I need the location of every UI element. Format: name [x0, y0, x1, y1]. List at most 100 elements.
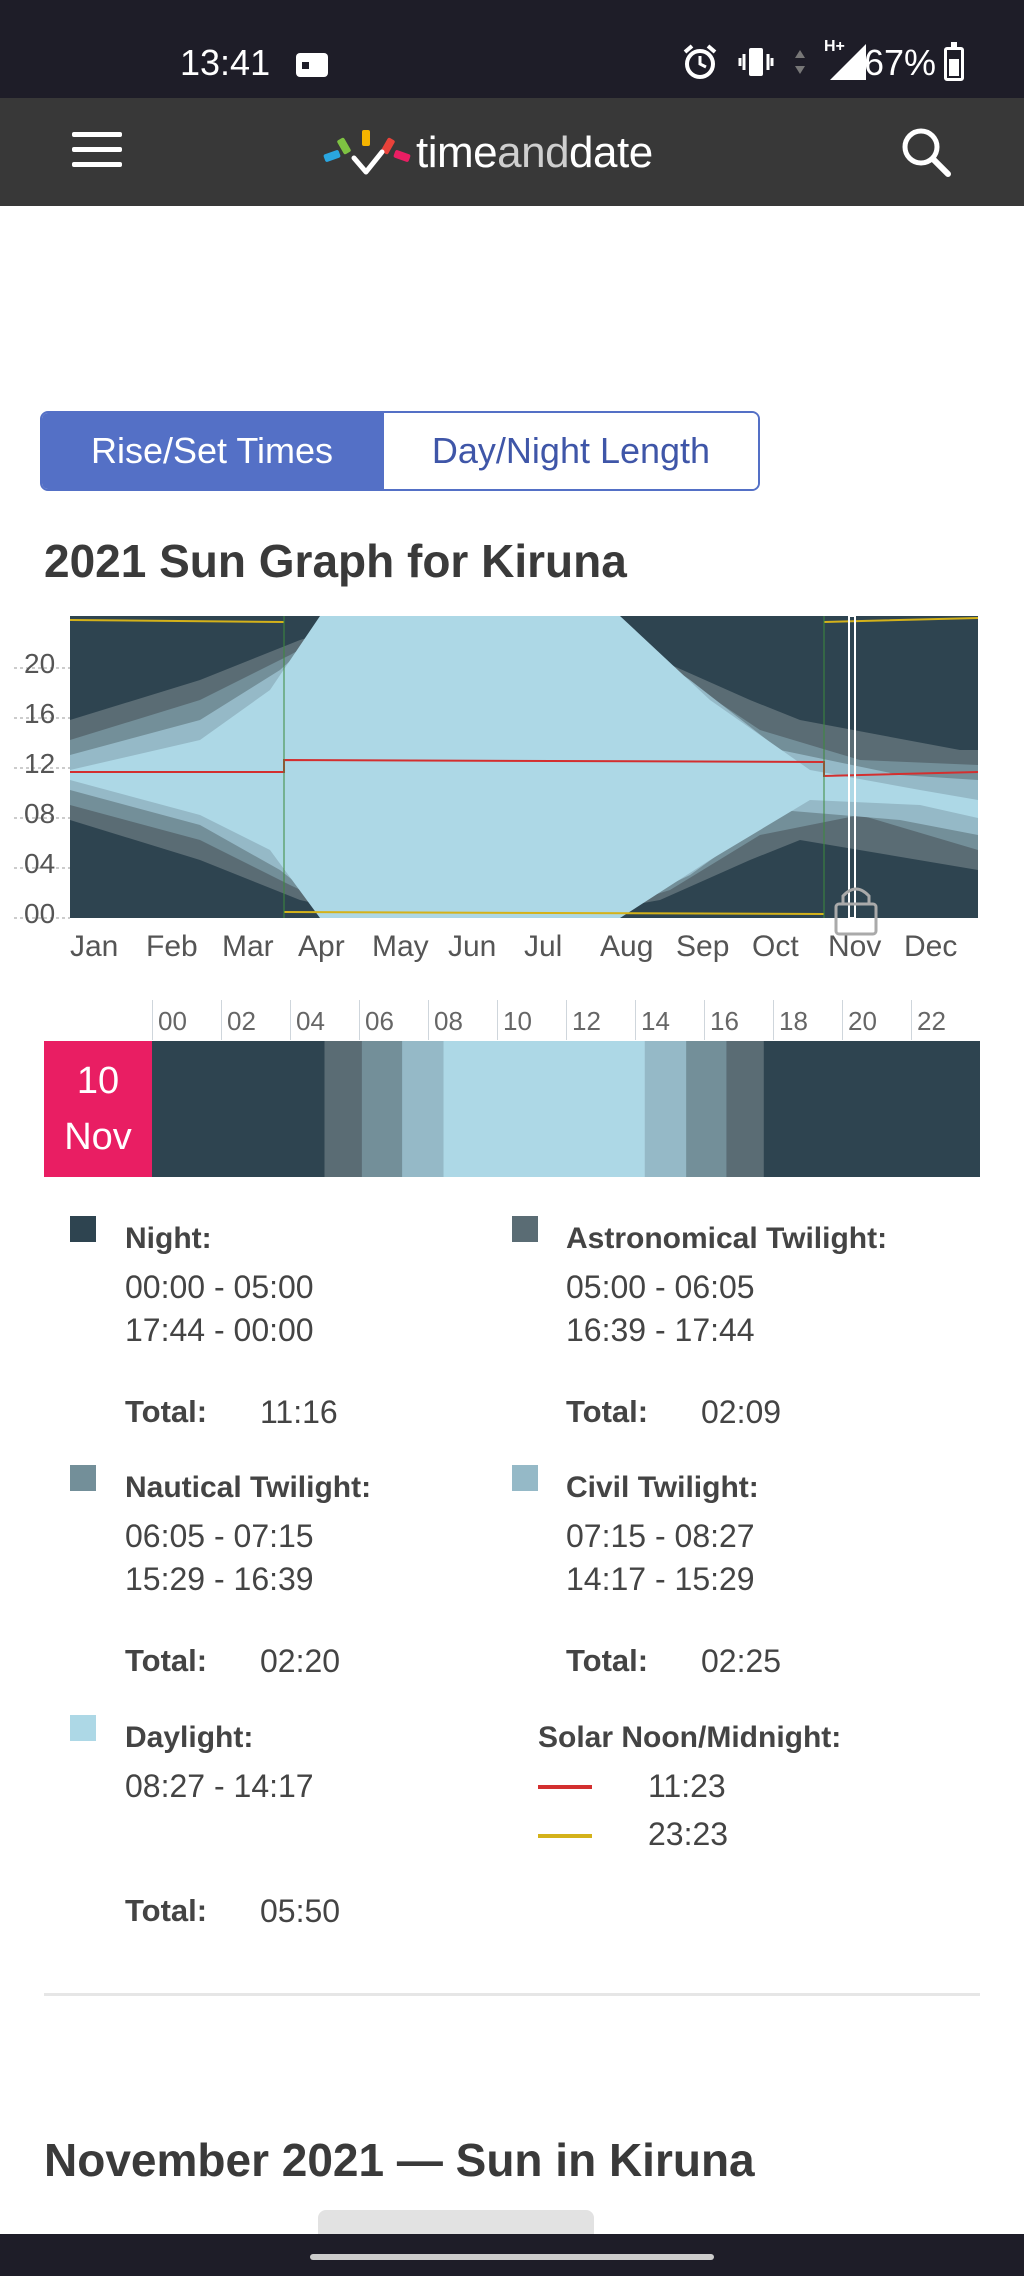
x-tick-label: Oct — [752, 930, 799, 963]
legend-range: 08:27 - 14:17 — [125, 1768, 314, 1804]
hour-label: 22 — [917, 1006, 946, 1036]
x-tick-label: Nov — [828, 930, 882, 963]
day-segment — [152, 1041, 325, 1177]
total-value: 02:09 — [701, 1394, 782, 1430]
hour-label: 02 — [227, 1006, 256, 1036]
legend-range: 06:05 - 07:15 — [125, 1518, 314, 1554]
legend-range: 05:00 - 06:05 — [566, 1269, 755, 1305]
daylight-swatch — [70, 1715, 96, 1741]
status-bar: 13:41 H+ 67% — [0, 0, 1024, 98]
legend-title: Civil Twilight: — [566, 1471, 759, 1504]
legend-range: 16:39 - 17:44 — [566, 1312, 755, 1348]
status-time: 13:41 — [180, 42, 271, 83]
hour-tick — [704, 1000, 705, 1040]
solar-midnight-time: 23:23 — [648, 1816, 729, 1852]
hour-tick — [911, 1000, 912, 1040]
y-tick-label: 12 — [24, 748, 56, 779]
brand-name: timeanddate — [416, 128, 653, 177]
app-header — [0, 98, 1024, 206]
battery-icon — [944, 42, 964, 81]
solar-noon-time: 11:23 — [648, 1768, 726, 1804]
y-tick-label: 08 — [24, 798, 56, 829]
day-segment — [402, 1041, 445, 1177]
hour-label: 00 — [158, 1006, 187, 1036]
x-tick-label: Jun — [448, 930, 497, 963]
day-segment — [726, 1041, 765, 1177]
hour-label: 10 — [503, 1006, 532, 1036]
x-tick-label: May — [372, 930, 429, 963]
legend-title: Night: — [125, 1222, 212, 1255]
x-tick-label: Feb — [146, 930, 198, 963]
nautical-swatch — [70, 1465, 96, 1491]
hour-tick — [497, 1000, 498, 1040]
y-tick-label: 16 — [24, 698, 56, 729]
brand-logo[interactable]: timeanddate — [322, 128, 653, 178]
sun-graph[interactable] — [0, 600, 1024, 940]
hour-tick — [152, 1000, 153, 1040]
day-segment — [763, 1041, 980, 1177]
legend-title: Solar Noon/Midnight: — [538, 1721, 842, 1754]
legend-range: 15:29 - 16:39 — [125, 1561, 314, 1597]
y-tick-label: 04 — [24, 848, 56, 879]
day-segment — [644, 1041, 687, 1177]
hour-tick — [566, 1000, 567, 1040]
total-label: Total: — [125, 1394, 208, 1429]
total-label: Total: — [566, 1394, 649, 1429]
solar-midnight-line — [538, 1834, 592, 1838]
hour-tick — [635, 1000, 636, 1040]
selected-date-badge[interactable]: 10 Nov — [44, 1041, 152, 1177]
hour-label: 12 — [572, 1006, 601, 1036]
x-tick-label: Aug — [600, 930, 654, 963]
graph-title: 2021 Sun Graph for Kiruna — [44, 535, 627, 587]
day-timeline[interactable] — [44, 1041, 980, 1177]
legend-title: Astronomical Twilight: — [566, 1222, 888, 1255]
x-tick-label: Sep — [676, 930, 730, 963]
hour-tick — [359, 1000, 360, 1040]
hour-tick — [290, 1000, 291, 1040]
solar-noon-line — [538, 1785, 592, 1789]
x-tick-label: Jul — [524, 930, 563, 963]
legend-title: Daylight: — [125, 1721, 254, 1754]
hour-label: 18 — [779, 1006, 808, 1036]
lock-icon[interactable] — [834, 887, 878, 936]
hour-tick — [773, 1000, 774, 1040]
total-value: 02:20 — [260, 1643, 341, 1679]
hour-label: 14 — [641, 1006, 670, 1036]
logo-sunburst-icon — [323, 130, 411, 175]
hour-label: 06 — [365, 1006, 394, 1036]
x-tick-label: Mar — [222, 930, 274, 963]
legend-title: Nautical Twilight: — [125, 1471, 372, 1504]
hour-tick — [221, 1000, 222, 1040]
date-day: 10 — [76, 1060, 120, 1102]
day-segment — [686, 1041, 727, 1177]
hour-label: 04 — [296, 1006, 325, 1036]
legend-range: 17:44 - 00:00 — [125, 1312, 314, 1348]
legend-range: 07:15 - 08:27 — [566, 1518, 755, 1554]
hour-tick — [842, 1000, 843, 1040]
day-segment — [443, 1041, 646, 1177]
total-label: Total: — [566, 1643, 649, 1678]
day-segment — [324, 1041, 363, 1177]
tab-rise-set-times[interactable]: Rise/Set Times — [42, 413, 382, 489]
menu-icon[interactable] — [72, 132, 122, 168]
network-type: H+ — [824, 38, 845, 55]
hour-tick — [428, 1000, 429, 1040]
system-nav-bar — [0, 2234, 1024, 2276]
x-tick-label: Dec — [904, 930, 958, 963]
date-month: Nov — [64, 1116, 132, 1158]
night-swatch — [70, 1216, 96, 1242]
tab-day-night-length[interactable]: Day/Night Length — [382, 413, 758, 489]
y-tick-label: 20 — [24, 648, 56, 679]
total-value: 05:50 — [260, 1893, 341, 1929]
x-tick-label: Jan — [70, 930, 119, 963]
total-label: Total: — [125, 1643, 208, 1678]
total-value: 11:16 — [260, 1394, 338, 1430]
status-icons: H+ — [680, 38, 868, 84]
total-value: 02:25 — [701, 1643, 782, 1679]
section-title: November 2021 — Sun in Kiruna — [44, 2134, 755, 2186]
gesture-handle[interactable] — [310, 2254, 714, 2260]
signal-icon — [830, 44, 866, 80]
astronomical-swatch — [512, 1216, 538, 1242]
section-divider — [44, 1993, 980, 1996]
search-icon[interactable] — [898, 124, 954, 180]
